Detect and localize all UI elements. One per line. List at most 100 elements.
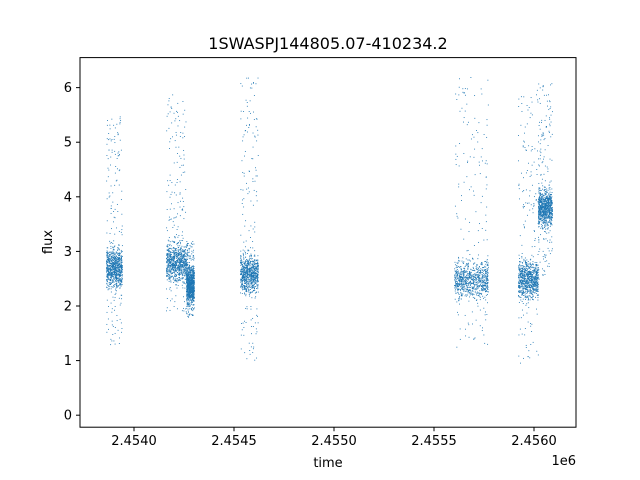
data-point [178,266,180,268]
data-point [177,269,178,271]
data-point [107,275,109,277]
data-point [188,275,190,276]
data-point [257,134,259,136]
data-point [180,269,182,271]
data-point [186,254,188,256]
data-point [458,183,460,185]
data-point [247,274,248,276]
data-point [114,270,116,271]
data-point [251,287,253,289]
data-point [245,240,247,242]
data-point [454,205,456,207]
data-point [247,284,249,286]
data-point [468,277,470,279]
data-point [187,281,189,283]
data-point [181,164,183,166]
data-point [180,266,182,268]
data-point [466,263,468,265]
data-point [484,265,486,267]
data-point [241,199,243,201]
data-point [121,275,123,277]
data-point [529,264,531,266]
data-point [184,253,186,255]
data-point [467,265,469,267]
data-point [173,251,174,253]
data-point [457,283,459,285]
data-point [179,266,181,268]
data-point [169,259,171,261]
data-point [455,93,457,95]
data-point [520,261,522,263]
data-point [469,294,471,296]
data-point [461,260,463,262]
data-point [186,277,188,279]
data-point [174,262,176,264]
data-point [107,271,109,273]
data-point [115,265,117,267]
data-point [183,154,185,156]
data-point [525,149,527,151]
data-point [180,249,182,251]
data-point [470,283,472,285]
data-point [120,256,122,258]
data-point [191,278,193,280]
data-point [471,293,472,295]
data-point [106,270,108,272]
data-point [480,272,482,274]
data-point [471,286,473,288]
data-point [185,266,187,268]
data-point [183,261,185,262]
data-point [117,253,119,255]
data-point [482,274,484,276]
data-point [249,353,251,355]
data-point [118,262,120,264]
data-point [257,275,259,276]
data-point [120,272,122,274]
data-point [467,283,469,285]
data-point [188,298,190,300]
data-point [191,294,192,295]
data-point [191,292,193,293]
data-point [523,265,525,267]
data-point [187,256,189,258]
data-point [518,135,519,136]
data-point [463,282,465,284]
data-point [166,253,168,255]
data-point [463,281,465,283]
data-point [189,298,191,300]
data-point [107,264,109,266]
data-point [247,266,249,267]
data-point [255,276,256,278]
data-point [183,282,185,284]
data-point [190,295,192,296]
data-point [187,296,189,298]
data-point [465,291,467,292]
data-point [250,346,252,348]
data-point [461,294,463,296]
data-point [184,249,186,251]
data-point [192,304,194,306]
data-point [525,296,526,298]
data-point [253,279,255,281]
data-point [474,291,476,293]
data-point [167,104,169,106]
data-point [478,281,480,283]
data-point [193,283,194,285]
data-point [191,276,193,278]
data-point [537,275,539,276]
data-point [117,271,119,272]
data-point [525,202,527,204]
data-point [192,283,194,285]
data-point [168,237,170,239]
data-point [168,256,170,258]
data-point [186,307,188,309]
data-point [170,267,172,269]
data-point [114,277,116,279]
data-point [257,315,258,317]
data-point [463,272,465,274]
data-point [119,264,121,265]
data-point [176,261,178,263]
data-point [241,203,243,204]
data-point [107,256,109,258]
data-point [251,271,253,273]
